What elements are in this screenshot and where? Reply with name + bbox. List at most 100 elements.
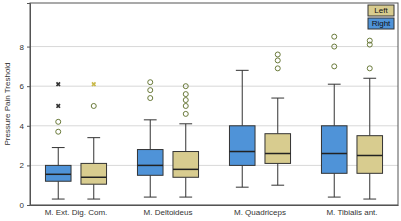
box xyxy=(321,126,347,174)
median xyxy=(137,165,163,167)
y-tick: 4 xyxy=(20,122,30,131)
whisker-low xyxy=(93,184,94,199)
y-tick-label: 8 xyxy=(20,43,25,52)
whisker-low xyxy=(58,181,59,199)
whisker-cap-low xyxy=(328,197,341,198)
box xyxy=(137,150,163,176)
outlier xyxy=(148,96,153,101)
y-tick: 8 xyxy=(20,43,30,52)
outlier xyxy=(183,103,188,108)
outlier xyxy=(148,88,153,93)
box xyxy=(173,152,199,178)
x-tick: M. Quadriceps xyxy=(234,205,286,217)
box xyxy=(265,134,291,164)
whisker-cap-high xyxy=(328,84,341,85)
x-tick-label: M. Deltoideus xyxy=(144,208,193,217)
y-tick-label: 4 xyxy=(20,122,25,131)
x-tick-label: M. Tibialis ant. xyxy=(326,208,377,217)
box-plot xyxy=(81,81,107,199)
x-tick-label: M. Ext. Dig. Com. xyxy=(45,208,108,217)
box-plot xyxy=(173,84,199,197)
whisker-high xyxy=(369,78,370,135)
whisker-low xyxy=(277,163,278,185)
y-tick: 2 xyxy=(20,161,30,170)
median xyxy=(173,169,199,171)
whisker-cap-low xyxy=(144,197,157,198)
whisker-low xyxy=(242,165,243,187)
extreme xyxy=(55,81,62,88)
outlier xyxy=(275,52,280,57)
grid-line xyxy=(30,46,398,47)
whisker-cap-high xyxy=(87,137,100,138)
outlier xyxy=(183,84,188,89)
legend-item: Right xyxy=(368,18,394,29)
median xyxy=(321,153,347,155)
legend-item: Left xyxy=(368,5,394,16)
whisker-cap-low xyxy=(52,199,65,200)
y-tick-label: 2 xyxy=(20,161,25,170)
y-tick: 6 xyxy=(20,82,30,91)
whisker-cap-high xyxy=(144,119,157,120)
median xyxy=(45,174,71,176)
plot-frame xyxy=(30,3,398,205)
outlier xyxy=(148,80,153,85)
box-plot xyxy=(321,34,347,197)
outlier xyxy=(91,103,96,108)
box-plot xyxy=(265,52,291,185)
outlier xyxy=(56,119,61,124)
grid-line xyxy=(30,86,398,87)
legend-label: Right xyxy=(372,19,391,28)
chart: 0 2 4 6 8 M. Ext. Dig. Com. M. Deltoideus M. Qu… xyxy=(0,0,401,221)
whisker-high xyxy=(93,138,94,164)
outlier xyxy=(332,44,337,49)
whisker-cap-high xyxy=(363,78,376,79)
outlier xyxy=(367,38,372,43)
whisker-low xyxy=(185,177,186,197)
box xyxy=(81,163,107,184)
whisker-high xyxy=(334,84,335,126)
outlier xyxy=(183,98,188,103)
grid xyxy=(30,47,398,205)
box-plot xyxy=(45,81,71,199)
outlier xyxy=(332,64,337,69)
whisker-high xyxy=(58,148,59,166)
whisker-low xyxy=(334,173,335,197)
median xyxy=(357,155,383,157)
legend: Left Right xyxy=(368,5,394,29)
whisker-cap-low xyxy=(363,199,376,200)
outlier xyxy=(332,34,337,39)
whisker-cap-high xyxy=(52,147,65,148)
whisker-cap-low xyxy=(236,187,249,188)
extreme xyxy=(55,102,62,109)
outlier xyxy=(183,92,188,97)
y-axis: 0 2 4 6 8 xyxy=(20,4,31,211)
whisker-high xyxy=(242,70,243,125)
whisker-low xyxy=(150,175,151,197)
whisker-high xyxy=(277,98,278,134)
legend-swatch xyxy=(368,5,394,16)
legend-label: Left xyxy=(374,6,388,15)
x-axis: M. Ext. Dig. Com. M. Deltoideus M. Quadric… xyxy=(31,205,399,217)
box xyxy=(229,126,255,166)
box-plot xyxy=(229,70,255,187)
median xyxy=(265,153,291,155)
outlier xyxy=(56,129,61,134)
boxes xyxy=(45,34,382,199)
x-tick: M. Tibialis ant. xyxy=(326,205,377,217)
y-tick-label: 0 xyxy=(20,201,25,210)
whisker-cap-high xyxy=(236,70,249,71)
whisker-cap-high xyxy=(271,98,284,99)
whisker-cap-low xyxy=(271,185,284,186)
extreme xyxy=(90,81,97,88)
y-axis-title: Pressure Pain Treshold xyxy=(3,62,12,145)
whisker-low xyxy=(369,173,370,199)
box xyxy=(357,136,383,174)
whisker-cap-high xyxy=(179,123,192,124)
box xyxy=(45,165,71,181)
median xyxy=(229,151,255,153)
whisker-cap-low xyxy=(179,197,192,198)
x-tick: M. Ext. Dig. Com. xyxy=(45,205,108,217)
whisker-high xyxy=(185,124,186,152)
outlier xyxy=(183,111,188,116)
whisker-cap-low xyxy=(87,199,100,200)
